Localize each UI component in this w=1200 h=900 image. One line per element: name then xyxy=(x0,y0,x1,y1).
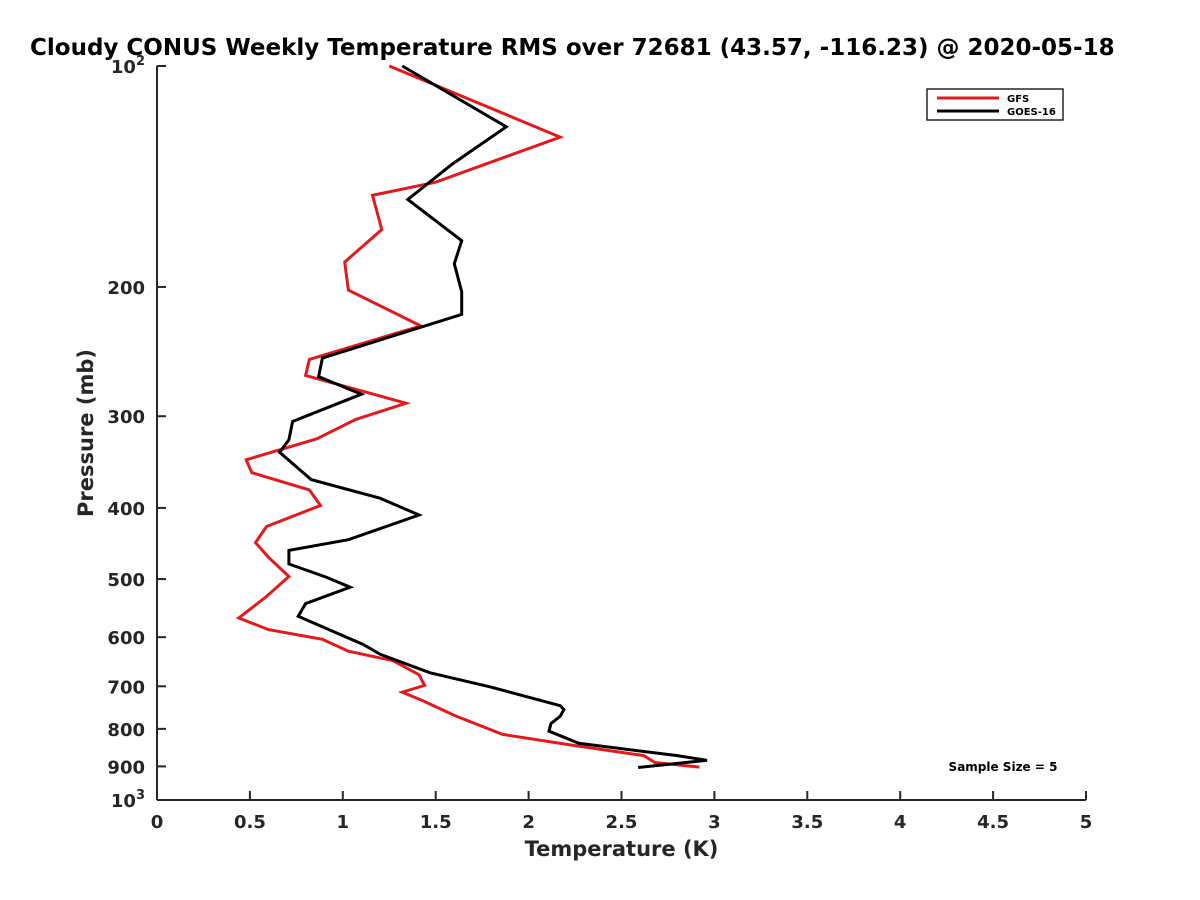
chart-title: Cloudy CONUS Weekly Temperature RMS over… xyxy=(30,35,1115,61)
y-tick-label: 300 xyxy=(107,407,145,428)
y-tick-label: 400 xyxy=(107,499,145,520)
x-tick-label: 5 xyxy=(1080,812,1093,833)
legend-label: GFS xyxy=(1007,94,1029,105)
x-tick-label: 1 xyxy=(337,812,350,833)
x-tick-label: 3.5 xyxy=(791,812,823,833)
x-tick-label: 3 xyxy=(708,812,721,833)
legend: GFS GOES-16 xyxy=(926,88,1064,121)
x-tick-label: 4 xyxy=(894,812,907,833)
x-tick-label: 4.5 xyxy=(977,812,1009,833)
series-line-gfs xyxy=(235,64,700,769)
y-axis-label: Pressure (mb) xyxy=(74,349,98,517)
legend-box xyxy=(926,88,1064,121)
y-tick-label: 800 xyxy=(107,720,145,741)
x-axis-label: Temperature (K) xyxy=(525,837,719,861)
series-lines xyxy=(235,64,708,769)
x-tick-label: 0 xyxy=(151,812,164,833)
y-tick-label: 200 xyxy=(107,278,145,299)
x-tick-label: 0.5 xyxy=(234,812,266,833)
y-tick-label: 500 xyxy=(107,570,145,591)
y-tick-label: 103 xyxy=(111,788,145,812)
y-tick-label: 600 xyxy=(107,628,145,649)
x-tick-label: 2.5 xyxy=(606,812,638,833)
legend-label: GOES-16 xyxy=(1007,107,1056,118)
sample-size-annotation: Sample Size = 5 xyxy=(949,760,1058,774)
series-line-goes-16 xyxy=(277,64,708,769)
y-tick-label: 700 xyxy=(107,677,145,698)
axes: 0 0.5 1 1.5 2 2.5 3 3.5 4 4.5 5 102 200 300 400 500 600 7… xyxy=(107,54,1092,833)
y-tick-label: 900 xyxy=(107,757,145,778)
y-tick-label: 102 xyxy=(111,54,145,78)
x-tick-label: 1.5 xyxy=(420,812,452,833)
x-tick-label: 2 xyxy=(522,812,535,833)
